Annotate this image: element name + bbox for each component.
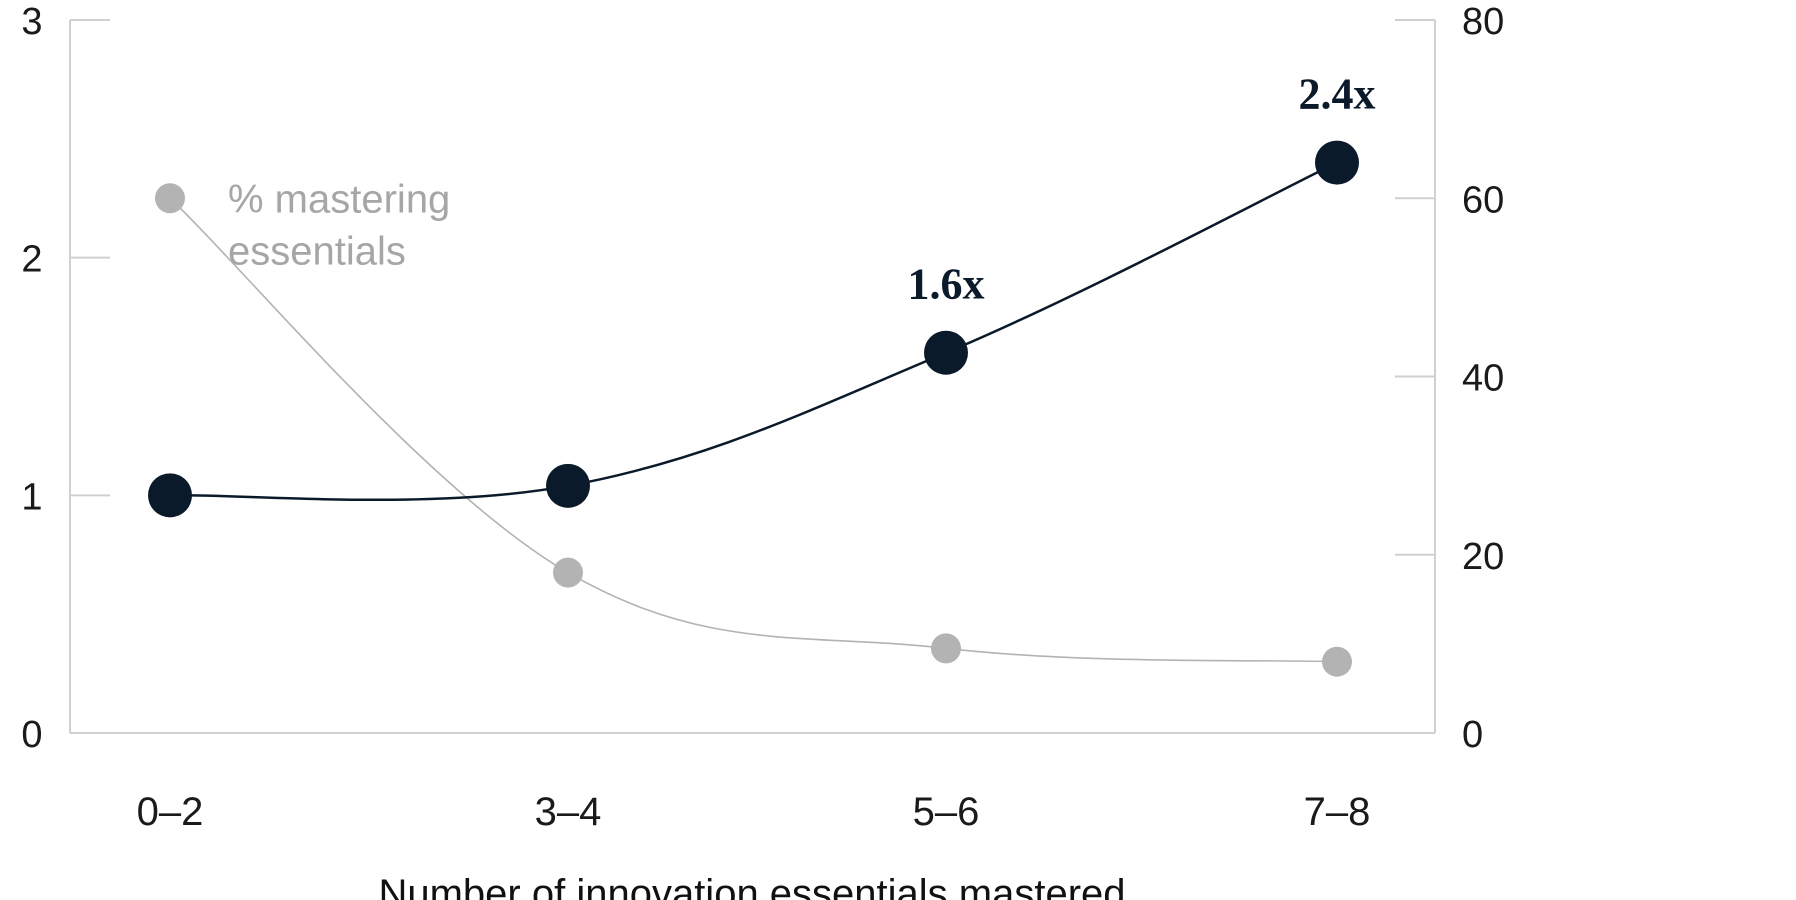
x-tick-label: 7–8 xyxy=(1304,790,1371,834)
data-point xyxy=(1315,140,1359,185)
left-tick-label: 3 xyxy=(21,1,42,43)
data-point xyxy=(1322,646,1352,677)
data-point xyxy=(546,463,590,508)
x-tick-label: 0–2 xyxy=(137,790,204,834)
data-point xyxy=(148,473,192,518)
right-tick-label: 20 xyxy=(1462,536,1504,578)
left-y-axis: 0 1 2 3 xyxy=(21,1,110,756)
x-axis: 0–2 3–4 5–6 7–8 xyxy=(137,790,1371,834)
right-tick-label: 80 xyxy=(1462,1,1504,43)
x-tick-label: 3–4 xyxy=(535,790,602,834)
series-name-label: % mastering xyxy=(228,177,450,221)
series-name-label: essentials xyxy=(228,229,406,273)
series-line xyxy=(169,197,1338,663)
mastering-essentials-series: % mastering essentials xyxy=(155,177,1352,677)
multiplier-label: 2.4x xyxy=(1299,70,1376,119)
right-y-axis: 0 20 40 60 80 xyxy=(1395,1,1504,756)
x-axis-label: Number of innovation essentials mastered xyxy=(378,872,1125,900)
data-point xyxy=(931,633,961,664)
multiplier-series: 1.6x 2.4x xyxy=(148,70,1376,518)
left-tick-label: 1 xyxy=(21,476,42,518)
data-point xyxy=(553,557,583,588)
series-line xyxy=(169,161,1338,502)
multiplier-label: 1.6x xyxy=(908,260,985,309)
right-tick-label: 60 xyxy=(1462,179,1504,221)
plot-frame xyxy=(69,20,1436,734)
data-point xyxy=(924,330,968,375)
right-tick-label: 0 xyxy=(1462,714,1483,756)
series-layer: % mastering essentials 1.6x 2.4x xyxy=(148,70,1376,677)
left-tick-label: 0 xyxy=(21,714,42,756)
right-tick-label: 40 xyxy=(1462,358,1504,400)
data-point xyxy=(155,183,185,214)
x-tick-label: 5–6 xyxy=(913,790,980,834)
left-tick-label: 2 xyxy=(21,239,42,281)
